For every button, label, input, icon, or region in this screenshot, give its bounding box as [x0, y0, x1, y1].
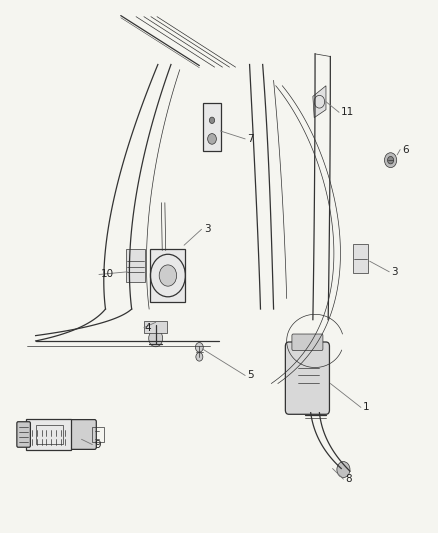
Circle shape — [209, 117, 215, 124]
Text: 5: 5 — [247, 370, 254, 381]
Text: 4: 4 — [145, 322, 152, 333]
Circle shape — [159, 265, 177, 286]
Text: 6: 6 — [403, 144, 409, 155]
Polygon shape — [313, 86, 326, 118]
FancyBboxPatch shape — [26, 419, 71, 450]
Text: 7: 7 — [247, 134, 254, 144]
FancyBboxPatch shape — [353, 244, 368, 273]
Text: 8: 8 — [346, 474, 352, 484]
FancyBboxPatch shape — [127, 249, 145, 282]
Text: 11: 11 — [341, 107, 354, 117]
Circle shape — [388, 157, 394, 164]
Circle shape — [385, 153, 397, 167]
Circle shape — [196, 353, 203, 361]
Text: 3: 3 — [204, 224, 210, 235]
FancyBboxPatch shape — [17, 422, 30, 447]
FancyBboxPatch shape — [203, 103, 221, 151]
Circle shape — [149, 330, 162, 347]
FancyBboxPatch shape — [292, 334, 323, 351]
Text: 10: 10 — [101, 270, 114, 279]
FancyBboxPatch shape — [286, 342, 329, 414]
Circle shape — [195, 343, 203, 352]
Circle shape — [208, 134, 216, 144]
FancyBboxPatch shape — [150, 249, 185, 302]
Text: 1: 1 — [363, 402, 370, 413]
Text: 9: 9 — [95, 440, 101, 450]
Text: 3: 3 — [392, 267, 398, 277]
Circle shape — [337, 462, 350, 478]
FancyBboxPatch shape — [67, 419, 96, 449]
FancyBboxPatch shape — [145, 321, 167, 334]
